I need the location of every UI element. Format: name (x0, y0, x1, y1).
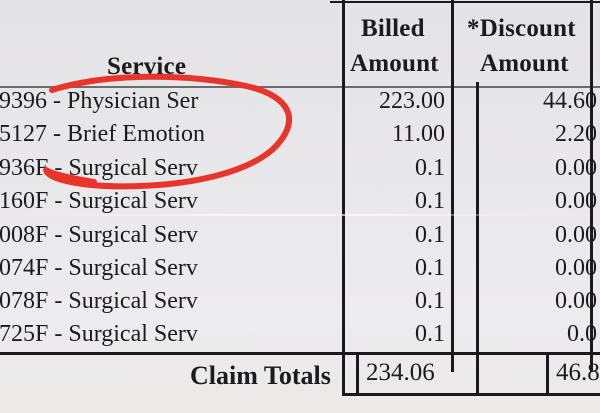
service-cell: 9396 - Physician Ser (0, 88, 199, 114)
billed-amount-cell: 0.1 (415, 222, 445, 248)
table-row: 936F - Surgical Serv 0.1 0.00 (0, 155, 600, 188)
table-row: 160F - Surgical Serv 0.1 0.00 (0, 188, 600, 221)
discount-amount-cell: 0.00 (555, 188, 597, 214)
divider-billed-right (451, 0, 454, 372)
billed-header-line1: Billed (361, 15, 425, 42)
billed-amount-cell: 223.00 (379, 88, 445, 114)
service-cell: 078F - Surgical Serv (0, 288, 198, 314)
paper-fold-highlight (0, 214, 600, 216)
discount-amount-cell: 0.0 (567, 321, 597, 347)
claim-totals-label: Claim Totals (190, 361, 331, 390)
billed-amount-cell: 0.1 (415, 188, 445, 214)
billed-header-line2: Amount (350, 50, 439, 77)
discount-header-line2: Amount (480, 50, 569, 77)
totals-bottom-rule (342, 393, 600, 396)
table-row: 074F - Surgical Serv 0.1 0.00 (0, 255, 600, 288)
billed-amount-cell: 0.1 (415, 321, 445, 347)
service-cell: 074F - Surgical Serv (0, 255, 198, 281)
discount-amount-cell: 0.00 (555, 255, 597, 281)
table-row: 9396 - Physician Ser 223.00 44.60 (0, 88, 600, 121)
discount-header-line1: *Discount (467, 15, 576, 42)
claim-totals-billed: 234.06 (366, 359, 435, 386)
header-bottom-rule (0, 86, 600, 88)
discount-amount-cell: 0.00 (555, 288, 597, 314)
divider-totals-billed-right (476, 82, 479, 396)
billed-amount-cell: 0.1 (415, 155, 445, 181)
divider-totals-billed-left (356, 354, 359, 396)
table-row: 5127 - Brief Emotion 11.00 2.20 (0, 121, 600, 154)
table-row: 008F - Surgical Serv 0.1 0.00 (0, 222, 600, 255)
table-row: 078F - Surgical Serv 0.1 0.00 (0, 288, 600, 321)
discount-amount-cell: 0.00 (555, 155, 597, 181)
divider-discount-right (590, 0, 593, 372)
header-top-rule (330, 1, 600, 3)
service-cell: 725F - Surgical Serv (0, 321, 198, 347)
divider-billed-left (342, 0, 345, 396)
service-cell: 160F - Surgical Serv (0, 188, 198, 214)
claim-totals-discount: 46.8 (556, 359, 600, 386)
totals-top-rule (0, 352, 600, 355)
billed-amount-cell: 0.1 (415, 255, 445, 281)
billed-amount-cell: 0.1 (415, 288, 445, 314)
table-row: 725F - Surgical Serv 0.1 0.0 (0, 321, 600, 354)
billed-amount-cell: 11.00 (391, 121, 445, 147)
service-cell: 008F - Surgical Serv (0, 222, 198, 248)
divider-totals-discount-left (546, 354, 549, 396)
discount-amount-cell: 0.00 (555, 222, 597, 248)
service-cell: 936F - Surgical Serv (0, 155, 198, 181)
service-header: Service (107, 53, 187, 80)
discount-amount-cell: 2.20 (555, 121, 597, 147)
service-cell: 5127 - Brief Emotion (0, 121, 205, 147)
discount-amount-cell: 44.60 (543, 88, 597, 114)
